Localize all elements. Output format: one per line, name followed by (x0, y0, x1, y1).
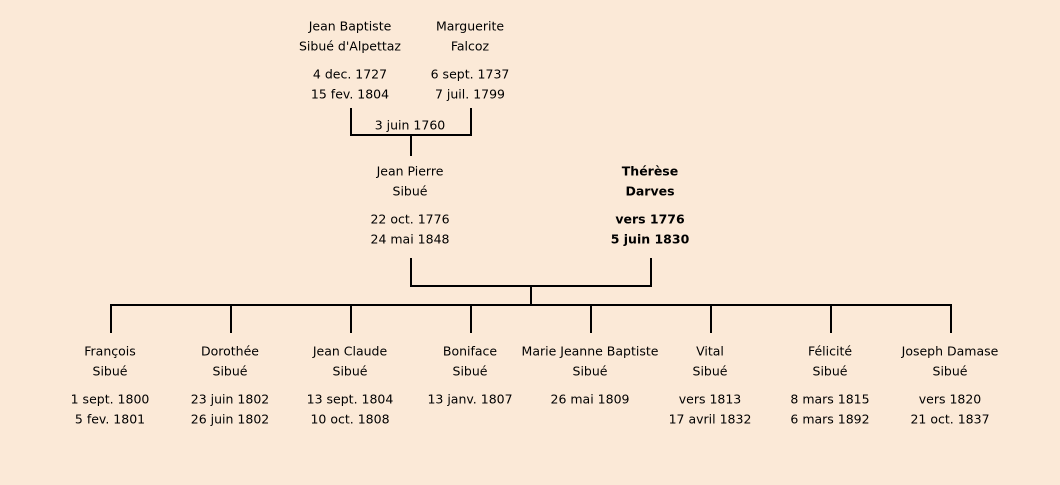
person-name: Marguerite (436, 19, 504, 34)
person-date: 17 avril 1832 (669, 412, 752, 427)
person-date: 5 juin 1830 (611, 232, 690, 247)
person-date: 23 juin 1802 (191, 392, 269, 407)
person-date: 21 oct. 1837 (910, 412, 989, 427)
person-name: Sibué (393, 184, 428, 199)
person-date: vers 1820 (919, 392, 982, 407)
person-name: Sibué (573, 364, 608, 379)
person-date: 6 sept. 1737 (431, 67, 510, 82)
person-name: Joseph Damase (901, 344, 999, 359)
person-date: vers 1776 (615, 212, 685, 227)
person-date: vers 1813 (679, 392, 742, 407)
person-date: 15 fev. 1804 (311, 87, 389, 102)
person-date: 5 fev. 1801 (75, 412, 145, 427)
person-date: 26 mai 1809 (551, 392, 630, 407)
person-name: Jean Baptiste (308, 19, 392, 34)
person-date: 6 mars 1892 (790, 412, 869, 427)
person-date: 13 janv. 1807 (427, 392, 512, 407)
person-date: 10 oct. 1808 (310, 412, 389, 427)
person-date: 7 juil. 1799 (435, 87, 505, 102)
person-name: Sibué (933, 364, 968, 379)
person-date: 24 mai 1848 (371, 232, 450, 247)
person-name: Sibué (693, 364, 728, 379)
person-name: Darves (625, 184, 674, 199)
person-name: François (84, 344, 136, 359)
person-date: 1 sept. 1800 (71, 392, 150, 407)
person-name: Sibué (453, 364, 488, 379)
person-date: 8 mars 1815 (790, 392, 869, 407)
marriage-date: 3 juin 1760 (375, 118, 446, 133)
person-name: Sibué (813, 364, 848, 379)
person-name: Sibué d'Alpettaz (299, 39, 401, 54)
person-name: Félicité (808, 344, 852, 359)
person-name: Sibué (333, 364, 368, 379)
person-name: Sibué (93, 364, 128, 379)
person-date: 13 sept. 1804 (307, 392, 394, 407)
person-date: 22 oct. 1776 (370, 212, 449, 227)
person-date: 26 juin 1802 (191, 412, 269, 427)
person-name: Vital (696, 344, 724, 359)
person-name: Jean Pierre (376, 164, 444, 179)
person-name: Boniface (443, 344, 498, 359)
person-date: 4 dec. 1727 (313, 67, 387, 82)
person-name: Sibué (213, 364, 248, 379)
person-name: Marie Jeanne Baptiste (522, 344, 659, 359)
connectors (110, 108, 952, 306)
person-name: Falcoz (451, 39, 490, 54)
person-name: Jean Claude (312, 344, 388, 359)
person-name: Thérèse (622, 164, 678, 179)
person-name: Dorothée (201, 344, 259, 359)
